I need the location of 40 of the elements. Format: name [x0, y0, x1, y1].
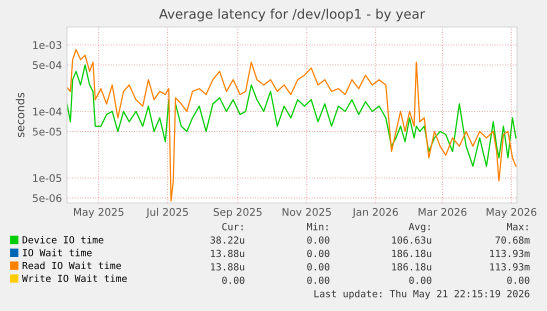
text: 38.22u	[210, 236, 244, 244]
text: 186.18u	[392, 263, 432, 271]
text: 0.00	[307, 263, 330, 271]
text: Cur:	[222, 222, 243, 230]
text: 113.93m	[490, 263, 530, 271]
x-tick-label: Sep 2025	[214, 208, 262, 218]
legend-label: Write IO Wait time	[22, 274, 127, 282]
x-tick-label: Mar 2026	[418, 208, 466, 216]
text: 13.88u	[211, 250, 244, 258]
text: 106.63u	[392, 236, 432, 244]
text: 186.18u	[392, 250, 432, 258]
x-tick-label: May 2026	[486, 208, 536, 218]
y-tick-label: 1e-03	[33, 41, 62, 50]
text: Avg:	[408, 223, 430, 232]
x-tick-label: May 2025	[74, 208, 124, 218]
y-tick-label: 5e-05	[32, 128, 62, 136]
text: 0.00	[307, 250, 330, 258]
text: 0.00	[307, 276, 330, 284]
text: 0.00	[222, 276, 244, 284]
x-tick-label: Jul 2025	[146, 208, 188, 218]
text: 13.88u	[211, 263, 244, 271]
y-tick-label: 1e-05	[33, 174, 62, 182]
legend-label: Device IO time	[22, 236, 104, 244]
y-axis-title: seconds	[16, 92, 24, 138]
y-tick-label: 5e-06	[32, 194, 62, 202]
legend-label: Read IO Wait time	[22, 262, 121, 270]
chart-title: Average latency for /dev/loop1 - by year	[159, 8, 426, 22]
text: 0.00	[409, 276, 432, 284]
text: Last update: Thu May 21 22:15:19 2026	[314, 290, 530, 300]
text: Min:	[306, 222, 328, 230]
text: 70.68m	[496, 236, 530, 244]
legend-label: IO Wait time	[22, 248, 92, 256]
text: 0.00	[507, 276, 530, 284]
text: 0.00	[307, 236, 330, 244]
x-tick-label: Nov 2025	[282, 208, 331, 216]
y-tick-label: 1e-04	[33, 108, 62, 116]
text: Max:	[506, 223, 528, 230]
x-tick-label: Jan 2026	[352, 208, 398, 218]
y-tick-label: 5e-04	[32, 61, 62, 70]
text: 113.93m	[490, 250, 530, 258]
